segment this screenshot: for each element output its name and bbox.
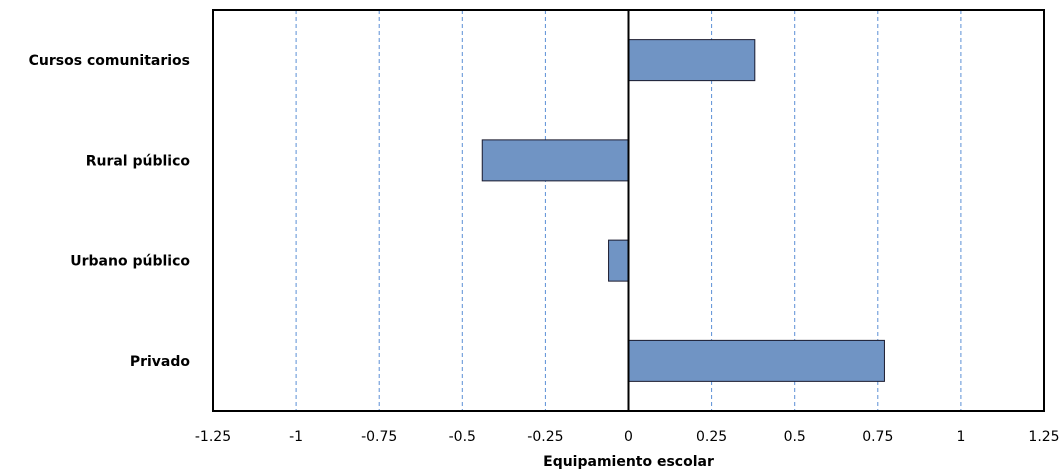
category-label: Rural público xyxy=(86,153,191,169)
category-label: Urbano público xyxy=(70,254,190,270)
x-tick-label: 0.25 xyxy=(696,429,727,445)
category-label: Privado xyxy=(130,354,191,370)
bar xyxy=(481,139,629,182)
bars xyxy=(481,39,885,382)
x-tick-label: 1.25 xyxy=(1028,429,1059,445)
x-tick-label: -0.75 xyxy=(361,429,397,445)
x-tick-label: -0.25 xyxy=(527,429,563,445)
x-tick-label: -0.5 xyxy=(449,429,476,445)
x-tick-label: -1 xyxy=(289,429,303,445)
category-labels: Cursos comunitarios Rural público Urbano p… xyxy=(29,53,191,370)
bar xyxy=(628,39,756,82)
x-tick-label: 1 xyxy=(956,429,965,445)
bar xyxy=(628,339,885,382)
bar xyxy=(608,239,630,282)
plot-area-frame xyxy=(212,9,1045,412)
category-label: Cursos comunitarios xyxy=(29,53,190,69)
x-tick-label: -1.25 xyxy=(195,429,231,445)
x-axis-title: Equipamiento escolar xyxy=(543,454,714,469)
x-tick-label: 0.5 xyxy=(784,429,806,445)
x-tick-labels: -1.25 -1 -0.75 -0.5 -0.25 0 0.25 0.5 0.75 1 1.25 xyxy=(195,429,1060,445)
x-tick-label: 0 xyxy=(624,429,633,445)
x-tick-label: 0.75 xyxy=(862,429,893,445)
